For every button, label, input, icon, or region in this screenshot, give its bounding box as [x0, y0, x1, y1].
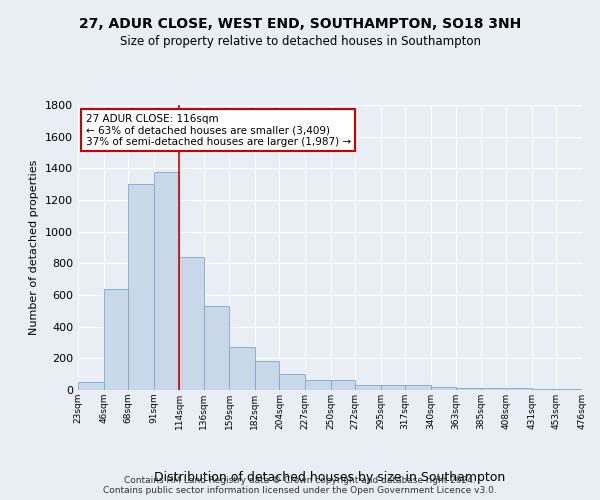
Bar	[154, 172, 179, 390]
Bar	[506, 388, 532, 390]
Bar	[355, 385, 380, 390]
Bar	[431, 387, 456, 390]
Bar	[532, 389, 556, 390]
Bar	[331, 380, 355, 390]
Text: Contains HM Land Registry data © Crown copyright and database right 2024.
Contai: Contains HM Land Registry data © Crown c…	[103, 476, 497, 495]
Bar	[179, 257, 204, 390]
Bar	[128, 184, 154, 390]
Bar	[305, 380, 331, 390]
Bar	[204, 306, 229, 390]
Bar	[255, 360, 280, 390]
Bar	[380, 385, 405, 390]
Bar	[405, 385, 431, 390]
Bar	[556, 389, 582, 390]
Bar	[229, 347, 255, 390]
Bar	[456, 388, 481, 390]
Y-axis label: Number of detached properties: Number of detached properties	[29, 160, 40, 335]
X-axis label: Distribution of detached houses by size in Southampton: Distribution of detached houses by size …	[154, 471, 506, 484]
Text: 27, ADUR CLOSE, WEST END, SOUTHAMPTON, SO18 3NH: 27, ADUR CLOSE, WEST END, SOUTHAMPTON, S…	[79, 18, 521, 32]
Text: Size of property relative to detached houses in Southampton: Size of property relative to detached ho…	[119, 35, 481, 48]
Bar	[104, 288, 128, 390]
Bar	[481, 388, 506, 390]
Text: 27 ADUR CLOSE: 116sqm
← 63% of detached houses are smaller (3,409)
37% of semi-d: 27 ADUR CLOSE: 116sqm ← 63% of detached …	[86, 114, 350, 147]
Bar	[280, 374, 305, 390]
Bar	[78, 382, 104, 390]
